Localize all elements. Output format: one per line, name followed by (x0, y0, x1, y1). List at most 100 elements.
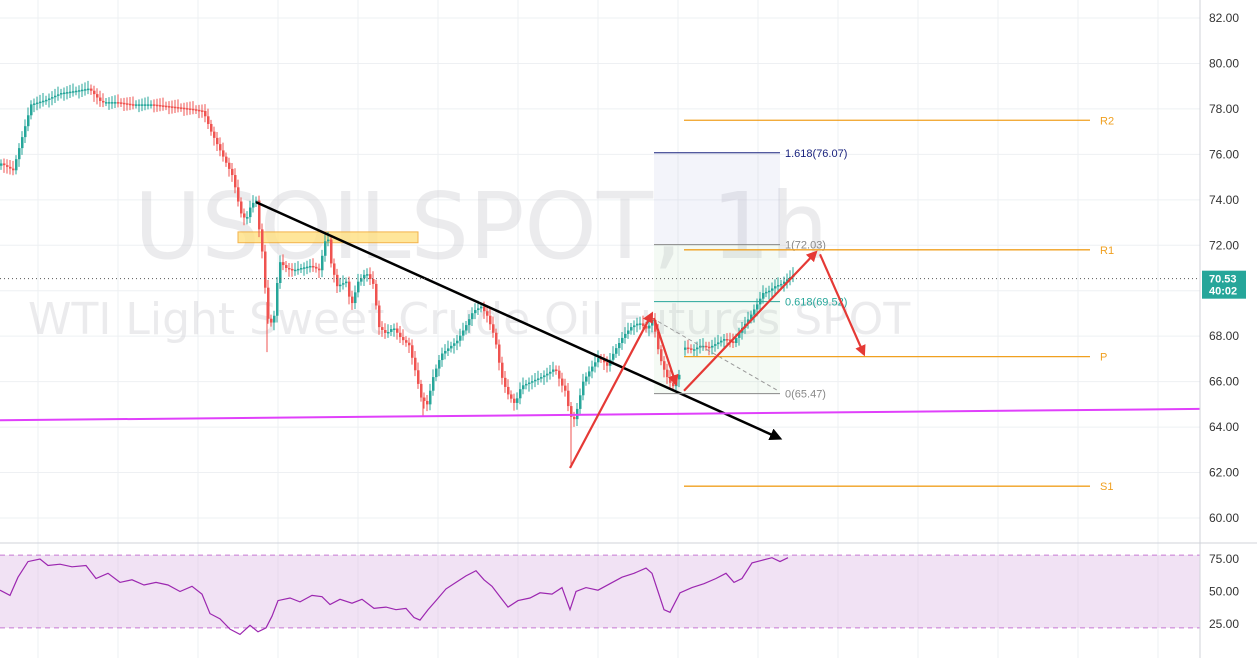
candle-body (387, 331, 390, 334)
candle-body (552, 369, 555, 372)
candle-body (726, 339, 729, 341)
candle-body (420, 383, 423, 398)
price-tag-value: 70.53 (1209, 274, 1237, 286)
candle-body (522, 385, 525, 390)
candle-body (351, 296, 354, 304)
candle-body (447, 348, 450, 351)
fib-zone-upper (654, 152, 780, 245)
candle-body (324, 241, 327, 256)
price-tick-label: 82.00 (1209, 11, 1239, 25)
candle-body (366, 274, 369, 276)
candle-body (6, 165, 9, 167)
candle-body (291, 268, 294, 271)
candle-body (498, 344, 501, 363)
candle-body (258, 200, 261, 230)
candle-body (0, 163, 3, 166)
candle-body (162, 105, 165, 107)
candle-body (378, 305, 381, 328)
pivot-label: R2 (1100, 115, 1114, 127)
candle-body (534, 379, 537, 382)
candle-body (540, 377, 543, 379)
candle-body (525, 383, 528, 386)
rsi-axis[interactable]: 75.00 50.00 25.00 (1209, 552, 1239, 631)
trend-lines (0, 200, 1201, 441)
candle-body (642, 323, 645, 326)
candle-body (90, 88, 93, 91)
candle-body (369, 274, 372, 280)
candle-body (750, 314, 753, 320)
candle-body (423, 397, 426, 401)
candles (0, 80, 795, 466)
rsi-pane (0, 554, 1200, 636)
price-tick-label: 66.00 (1209, 375, 1239, 389)
candle-body (417, 370, 420, 384)
candle-body (399, 332, 402, 338)
candle-body (693, 349, 696, 351)
candle-body (483, 306, 486, 312)
candle-body (189, 108, 192, 110)
candle-body (402, 337, 405, 341)
candle-body (486, 311, 489, 316)
candle-body (309, 265, 312, 268)
price-axis[interactable]: 82.0080.0078.0076.0074.0072.0070.0068.00… (1209, 11, 1239, 525)
candle-body (312, 265, 315, 268)
candle-body (234, 175, 237, 188)
rsi-band (0, 555, 1200, 628)
price-tick-label: 72.00 (1209, 238, 1239, 252)
candle-body (318, 268, 321, 271)
candle-body (3, 163, 6, 166)
fib-box (654, 152, 780, 394)
candle-body (648, 325, 651, 329)
candle-body (129, 103, 132, 106)
candle-body (579, 395, 582, 409)
candle-body (72, 91, 75, 93)
candle-body (117, 102, 120, 104)
candle-body (348, 281, 351, 297)
candle-body (78, 90, 81, 92)
candle-body (501, 362, 504, 378)
candle-body (99, 97, 102, 101)
candle-body (282, 262, 285, 266)
candle-body (270, 318, 273, 323)
candle-body (477, 308, 480, 311)
candle-body (435, 368, 438, 378)
candle-body (684, 347, 687, 350)
candle-body (774, 286, 777, 289)
candle-body (267, 287, 270, 319)
price-tick-label: 62.00 (1209, 466, 1239, 480)
candle-body (195, 109, 198, 111)
candle-body (294, 269, 297, 272)
price-tick-label: 76.00 (1209, 147, 1239, 161)
forecast-arrow (683, 250, 818, 392)
price-tag-countdown: 40:02 (1209, 286, 1237, 298)
candle-body (24, 126, 27, 138)
price-tick-label: 78.00 (1209, 102, 1239, 116)
candle-body (630, 327, 633, 331)
candle-body (561, 378, 564, 386)
candle-body (315, 266, 318, 269)
pivot-levels: R2 R1 P S1 (684, 115, 1114, 493)
candle-body (48, 98, 51, 100)
forecast-arrow (569, 311, 654, 469)
candle-body (708, 346, 711, 349)
rsi-tick-label: 50.00 (1209, 585, 1239, 599)
candle-body (573, 416, 576, 420)
candle-body (285, 265, 288, 268)
candle-body (678, 374, 681, 380)
fib-level-label: 1.618(76.07) (785, 148, 847, 160)
candle-body (564, 385, 567, 391)
arrows (569, 250, 866, 469)
candle-body (240, 201, 243, 214)
candle-body (465, 325, 468, 331)
candle-body (408, 342, 411, 346)
candle-body (93, 90, 96, 95)
candle-body (513, 398, 516, 403)
candle-body (714, 344, 717, 346)
candle-body (342, 283, 345, 285)
candle-body (150, 104, 153, 106)
candle-body (135, 104, 138, 106)
candle-body (27, 115, 30, 127)
candle-body (18, 148, 21, 160)
candle-body (492, 324, 495, 333)
